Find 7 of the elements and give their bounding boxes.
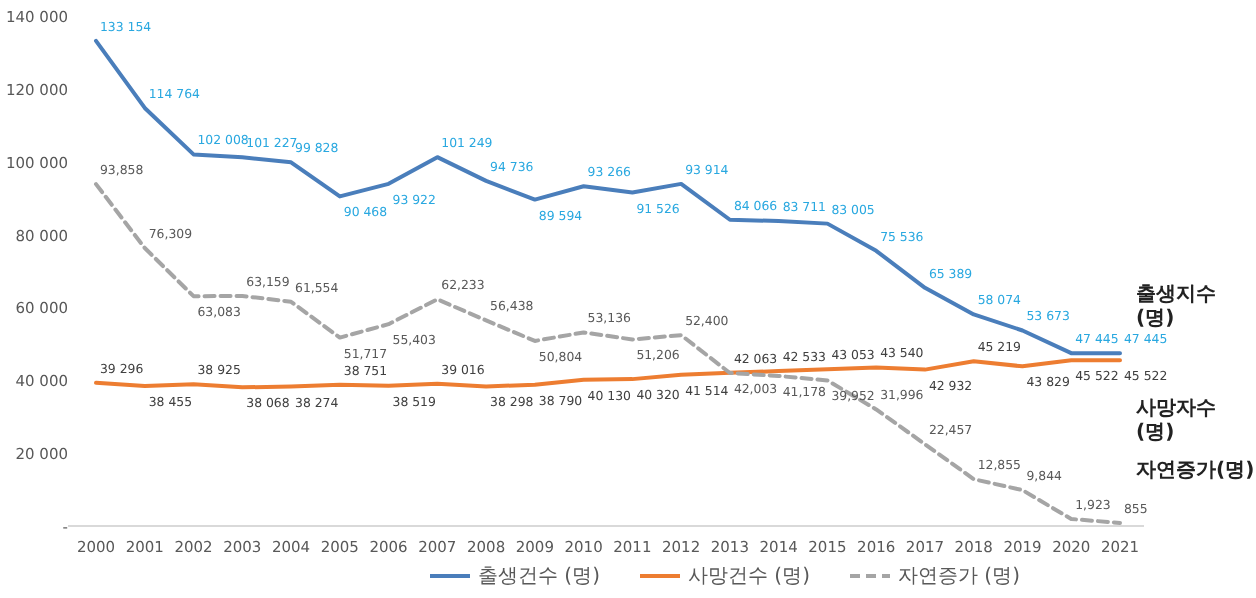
legend-label: 자연증가 (명) <box>898 566 1021 588</box>
legend-label: 출생건수 (명) <box>478 566 601 588</box>
annotation: 출생지수 (명) <box>1136 284 1216 330</box>
line-series <box>94 182 1122 525</box>
annotation: 자연증가(명) <box>1136 460 1255 482</box>
annotation: 사망자수 (명) <box>1136 398 1216 444</box>
legend-label: 사망건수 (명) <box>688 566 811 588</box>
